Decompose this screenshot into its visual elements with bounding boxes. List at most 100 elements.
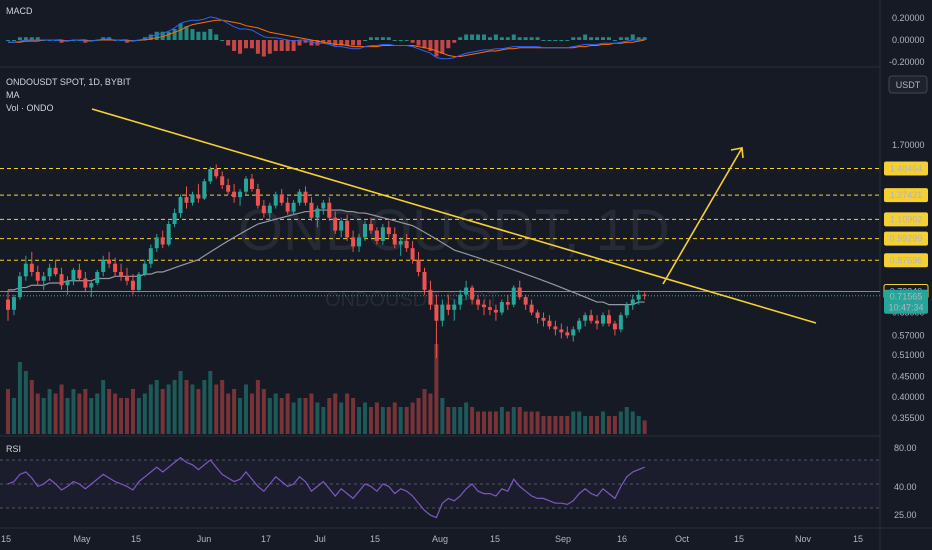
currency-button[interactable]: USDT [888, 75, 928, 94]
macd-histogram-bar [327, 40, 332, 43]
macd-histogram-bar [184, 26, 189, 40]
volume-bar [273, 393, 278, 434]
candle-body [65, 280, 70, 286]
trendline-group[interactable] [91, 108, 817, 324]
volume-bar [624, 407, 629, 434]
candle-body [368, 224, 373, 231]
volume-bar [333, 393, 338, 434]
macd-histogram-bar [636, 37, 641, 40]
macd-histogram-bar [595, 37, 600, 40]
volume-bar [160, 389, 165, 434]
volume-bar [541, 416, 546, 434]
candle-body [160, 237, 165, 245]
macd-histogram-bar [345, 40, 350, 46]
rsi-label[interactable]: RSI [6, 444, 21, 454]
macd-histogram-bar [434, 40, 439, 57]
macd-histogram-bar [618, 37, 623, 40]
volume-bar [339, 402, 344, 434]
volume-bar [226, 393, 231, 434]
candle-body [297, 191, 302, 203]
macd-histogram-bar [351, 40, 356, 46]
macd-tick: 0.00000 [892, 35, 925, 45]
macd-histogram-bar [416, 40, 421, 46]
macd-histogram-bar [29, 37, 34, 40]
candle-body [208, 169, 213, 182]
time-tick: 15 [853, 534, 863, 544]
volume-bar [601, 411, 605, 434]
candle-body [196, 194, 201, 199]
candle-body [95, 272, 100, 283]
candle-body [559, 329, 564, 333]
macd-label[interactable]: MACD [6, 6, 33, 16]
volume-bar [113, 393, 118, 434]
macd-histogram-bar [606, 37, 611, 40]
macd-series [6, 16, 647, 60]
candle-body [517, 287, 522, 298]
volume-bar [315, 402, 320, 434]
level-label-box [884, 161, 928, 176]
symbol-label[interactable]: ONDOUSDT SPOT, 1D, BYBIT [6, 77, 131, 87]
volume-bar [630, 411, 635, 434]
candle-body [107, 259, 112, 264]
price-tick: 0.45000 [892, 372, 925, 382]
candle-body [113, 263, 118, 273]
macd-histogram-bar [35, 37, 40, 40]
macd-histogram-bar [214, 34, 219, 40]
macd-histogram-bar [130, 40, 135, 41]
macd-histogram-bar [279, 40, 284, 51]
candle-body [214, 169, 219, 177]
volume-bar [35, 393, 40, 434]
candle-body [267, 205, 272, 214]
volume-bar [446, 407, 451, 434]
candle-body [261, 205, 266, 214]
candle-body [440, 304, 445, 321]
candle-body [119, 272, 124, 277]
rsi-series [0, 456, 880, 519]
candle-body [178, 197, 183, 214]
macd-histogram-bar [505, 37, 510, 40]
candle-body [595, 320, 600, 324]
candle-body [499, 302, 504, 313]
time-tick: 15 [490, 534, 500, 544]
time-tick: Jul [314, 534, 326, 544]
candle-body [363, 224, 367, 238]
candle-body [244, 178, 248, 192]
macd-histogram-bar [65, 40, 70, 41]
volume-bar [612, 416, 617, 434]
macd-histogram-bar [612, 40, 617, 41]
candle-body [321, 202, 326, 209]
volume-bar [374, 402, 379, 434]
macd-histogram-bar [368, 37, 373, 40]
macd-histogram-bar [583, 34, 588, 40]
ma-label[interactable]: MA [6, 90, 20, 100]
macd-histogram-bar [154, 31, 159, 40]
macd-histogram-bar [285, 40, 290, 51]
level-label-box [884, 231, 928, 246]
volume-label[interactable]: Vol · ONDO [6, 103, 54, 113]
macd-histogram-bar [208, 29, 213, 40]
volume-bar [291, 402, 296, 434]
volume-bar [452, 407, 457, 434]
volume-bar [327, 398, 332, 434]
candle-body [636, 294, 641, 300]
volume-bar [345, 393, 350, 434]
macd-histogram-bar [172, 29, 177, 40]
volume-bar [214, 384, 219, 434]
horizontal-levels[interactable] [0, 168, 880, 297]
volume-bar [47, 389, 52, 434]
volume-bar [172, 380, 177, 434]
volume-bar [29, 380, 34, 434]
volume-bar [434, 344, 439, 434]
currency-button-label: USDT [896, 80, 921, 90]
arrow-head [730, 147, 744, 159]
macd-histogram-bar [303, 40, 308, 43]
volume-bar [125, 398, 129, 434]
trendline [91, 108, 817, 324]
macd-histogram-bar [565, 40, 570, 41]
macd-histogram-bar [422, 40, 427, 49]
macd-histogram-bar [11, 40, 16, 41]
volume-bar [363, 402, 367, 434]
macd-histogram-bar [440, 40, 445, 54]
macd-histogram-bar [178, 23, 183, 40]
